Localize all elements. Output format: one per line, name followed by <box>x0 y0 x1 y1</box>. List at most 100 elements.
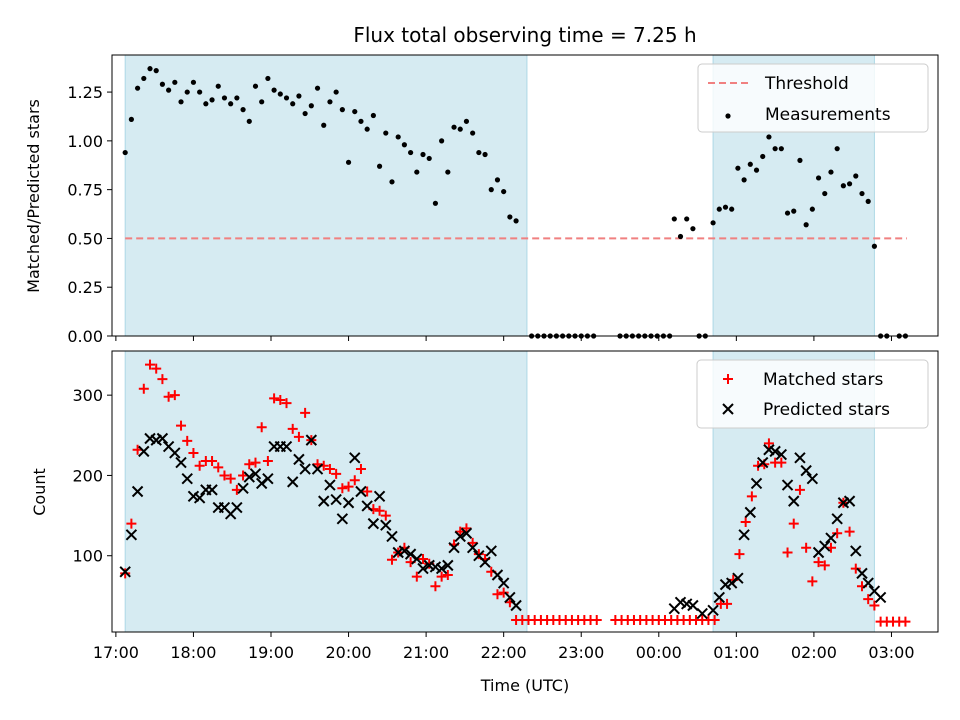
matched-star-point <box>169 390 180 401</box>
measurement-point <box>159 81 166 87</box>
measurement-point <box>147 66 153 72</box>
measurement-point <box>809 206 815 212</box>
measurement-point <box>684 216 690 222</box>
predicted-star-point <box>324 479 336 491</box>
measurement-point <box>445 169 451 175</box>
predicted-star-point <box>769 445 781 458</box>
y-tick-label: 0.00 <box>67 327 103 346</box>
x-tick-label: 18:00 <box>170 643 216 662</box>
measurement-point <box>753 167 760 173</box>
measurement-point <box>426 155 432 162</box>
measurement-point <box>376 163 383 169</box>
predicted-star-point <box>305 434 318 446</box>
legend-matched-swatch <box>723 374 733 384</box>
predicted-star-point <box>850 545 862 557</box>
predicted-star-point <box>831 513 843 525</box>
matched-star-point <box>207 455 218 466</box>
measurement-point <box>246 118 252 124</box>
matched-star-point <box>275 394 286 405</box>
measurement-point <box>772 146 778 152</box>
legend-predicted-swatch <box>722 403 734 415</box>
matched-star-point <box>256 422 267 433</box>
measurement-point <box>283 95 290 101</box>
y-tick-label: 0.50 <box>67 229 103 248</box>
measurement-point <box>494 177 501 183</box>
matched-star-point <box>863 594 874 605</box>
measurement-point <box>166 87 172 93</box>
predicted-star-point <box>287 476 299 488</box>
predicted-star-point <box>367 517 380 530</box>
measurement-point <box>215 83 221 89</box>
legend-threshold-label: Threshold <box>764 74 849 94</box>
predicted-star-point <box>330 493 342 506</box>
matched-star-point <box>157 374 168 385</box>
predicted-star-point <box>794 452 806 464</box>
predicted-star-point <box>243 471 255 483</box>
measurement-point <box>265 75 271 82</box>
x-tick-label: 02:00 <box>791 643 837 662</box>
measurement-point <box>401 142 407 148</box>
top-panel-legend: Threshold Measurements <box>697 63 929 133</box>
predicted-star-point <box>206 484 218 496</box>
measurement-point <box>383 130 389 136</box>
predicted-star-point <box>411 553 423 565</box>
matched-star-point <box>722 598 733 609</box>
predicted-star-point <box>435 562 448 575</box>
measurement-point <box>314 85 321 91</box>
predicted-star-point <box>380 519 392 531</box>
predicted-star-point <box>781 479 794 491</box>
predicted-star-point <box>757 456 769 469</box>
matched-star-point <box>473 549 484 560</box>
matched-star-point <box>312 459 323 470</box>
predicted-star-point <box>342 497 355 509</box>
matched-star-point <box>763 438 774 449</box>
measurement-point <box>209 97 215 103</box>
predicted-star-point <box>442 559 454 572</box>
measurement-point <box>760 153 766 160</box>
predicted-star-point <box>417 562 429 575</box>
measurement-point <box>735 165 741 171</box>
predicted-star-point <box>504 591 516 604</box>
matched-star-point <box>337 483 348 494</box>
predicted-star-point <box>386 530 398 543</box>
bottom-panel-y-ticks: 100 200 300 <box>72 386 112 566</box>
measurement-point <box>345 159 352 165</box>
matched-star-point <box>349 475 360 486</box>
measurement-point <box>296 93 302 99</box>
predicted-star-point <box>485 545 497 557</box>
measurement-point <box>432 200 439 206</box>
matched-star-point <box>386 554 397 565</box>
predicted-star-point <box>119 566 131 578</box>
measurement-point <box>766 134 772 140</box>
matched-star-point <box>163 391 174 402</box>
legend-matched-label: Matched stars <box>763 370 883 390</box>
shaded-interval <box>124 350 528 633</box>
shaded-interval <box>124 54 528 337</box>
measurement-point <box>420 151 426 158</box>
x-tick-label: 23:00 <box>558 643 604 662</box>
predicted-star-point <box>856 567 868 580</box>
x-tick-label: 22:00 <box>481 643 527 662</box>
x-tick-label: 03:00 <box>868 643 914 662</box>
x-tick-label: 19:00 <box>248 643 294 662</box>
measurement-point <box>290 101 296 107</box>
matched-star-point <box>591 614 602 625</box>
measurement-point <box>271 87 277 93</box>
matched-star-point <box>225 473 236 484</box>
matched-stars-points <box>120 359 911 627</box>
predicted-star-point <box>491 569 504 581</box>
predicted-star-point <box>231 501 243 514</box>
x-axis-label: Time (UTC) <box>480 676 569 695</box>
y-tick-label: 0.75 <box>67 181 103 200</box>
bottom-panel-legend: Matched stars Predicted stars <box>696 359 929 429</box>
measurement-point <box>190 79 197 85</box>
measurement-point <box>259 99 265 105</box>
measurement-point <box>791 208 797 214</box>
matched-star-point <box>300 407 311 418</box>
measurement-point <box>822 190 828 197</box>
matched-star-point <box>380 510 391 521</box>
measurement-point <box>364 126 370 132</box>
measurement-point <box>501 188 507 195</box>
matched-star-point <box>281 398 292 409</box>
predicted-star-point <box>448 541 460 554</box>
